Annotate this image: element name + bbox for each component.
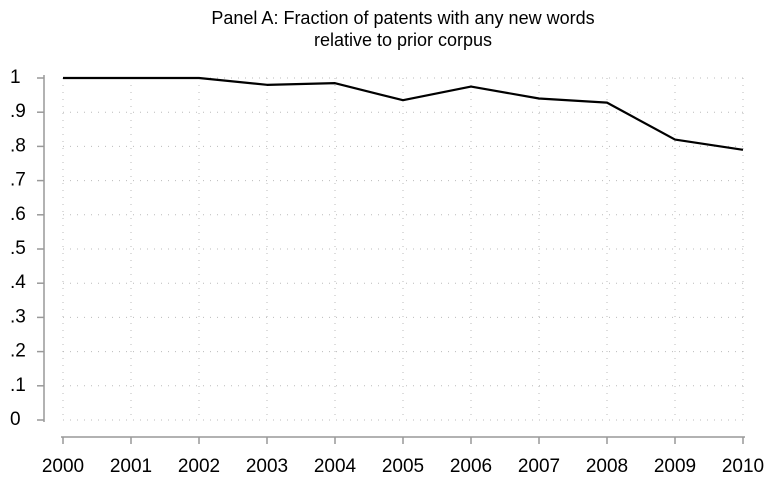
chart-title: Panel A: Fraction of patents with any ne… bbox=[211, 8, 594, 28]
x-tick-label: 2005 bbox=[382, 456, 424, 477]
x-tick-label: 2004 bbox=[314, 456, 357, 477]
y-tick-label: .8 bbox=[10, 135, 26, 156]
x-tick-label: 2009 bbox=[654, 456, 696, 477]
x-tick-label: 2002 bbox=[178, 456, 220, 477]
y-tick-label: .2 bbox=[10, 341, 26, 362]
x-tick-label: 2010 bbox=[722, 456, 764, 477]
y-tick-label: .3 bbox=[10, 306, 26, 327]
y-tick-label: .9 bbox=[10, 101, 26, 122]
line bbox=[63, 76, 744, 151]
y-tick-label: .5 bbox=[10, 238, 26, 259]
y-tick-label: .6 bbox=[10, 204, 26, 225]
x-tick-label: 2001 bbox=[110, 456, 152, 477]
y-tick-label: .1 bbox=[10, 375, 26, 396]
x-tick-label: 2006 bbox=[450, 456, 492, 477]
x-tick-label: 2007 bbox=[518, 456, 560, 477]
chart-title: relative to prior corpus bbox=[314, 30, 492, 50]
x-tick-label: 2008 bbox=[586, 456, 628, 477]
y-tick-label: .4 bbox=[10, 272, 26, 293]
y-tick-label: 1 bbox=[10, 67, 21, 88]
y-tick-label: .7 bbox=[10, 170, 26, 191]
y-tick-label: 0 bbox=[10, 409, 21, 430]
x-tick-label: 2003 bbox=[246, 456, 288, 477]
x-tick-label: 2000 bbox=[42, 456, 84, 477]
